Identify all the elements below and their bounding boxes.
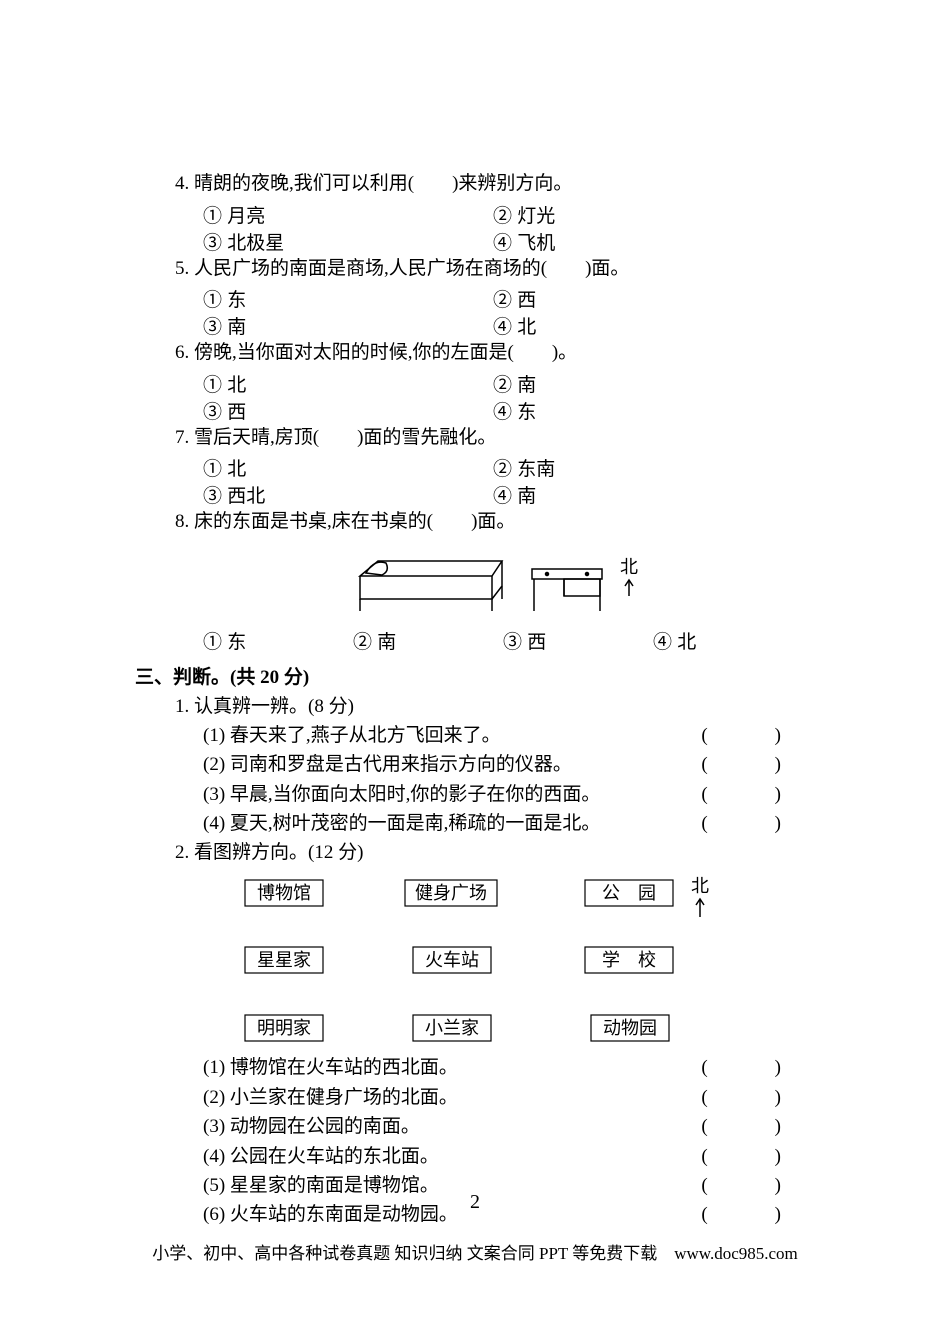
map-figure: 博物馆 健身广场 公 园 星星家 火车站 学 校 明明家 小兰家 动物园 xyxy=(235,875,685,1045)
q7-text: 7. 雪后天晴,房顶( )面的雪先融化。 xyxy=(175,427,496,448)
q7-options-row1: ① 北 ② 东南 xyxy=(203,454,805,481)
q6-opt-b: ② 南 xyxy=(493,375,536,396)
svg-text:公 园: 公 园 xyxy=(602,883,656,903)
q5-text: 5. 人民广场的南面是商场,人民广场在商场的( )面。 xyxy=(175,258,629,279)
q5-opt-c: ③ 南 xyxy=(203,317,246,338)
section-3-part1-header: 1. 认真辨一辨。(8 分) xyxy=(175,693,805,722)
map-tf-1: (1) 博物馆在火车站的西北面。 ( ) xyxy=(203,1053,805,1082)
q6-options-row1: ① 北 ② 南 xyxy=(203,370,805,397)
footer-text: 小学、初中、高中各种试卷真题 知识归纳 文案合同 PPT 等免费下载 www.d… xyxy=(0,1239,950,1264)
map-tf-3: (3) 动物园在公园的南面。 ( ) xyxy=(203,1112,805,1141)
q8-figure xyxy=(342,541,612,621)
section-3-header: 三、判断。(共 20 分) xyxy=(135,662,805,689)
svg-text:火车站: 火车站 xyxy=(425,950,479,970)
q8-compass: 北 xyxy=(620,558,638,603)
q5-opt-b: ② 西 xyxy=(493,290,536,311)
svg-text:动物园: 动物园 xyxy=(603,1018,657,1038)
q4-opt-a: ① 月亮 xyxy=(203,206,265,227)
paren: ( ) xyxy=(701,1112,805,1141)
question-6: 6. 傍晚,当你面对太阳的时候,你的左面是( )。 xyxy=(175,339,805,368)
q8-options: ① 东 ② 南 ③ 西 ④ 北 xyxy=(203,627,805,654)
tf-item-1: (1) 春天来了,燕子从北方飞回来了。 ( ) xyxy=(203,721,805,750)
section-3-part2-header: 2. 看图辨方向。(12 分) xyxy=(175,839,805,868)
map-compass-label: 北 xyxy=(691,876,709,896)
page-number: 2 xyxy=(0,1191,950,1214)
paren: ( ) xyxy=(701,1053,805,1082)
q4-opt-d: ④ 飞机 xyxy=(493,233,555,254)
arrow-up-icon xyxy=(622,578,636,598)
q5-options-row2: ③ 南 ④ 北 xyxy=(203,312,805,339)
map-figure-wrap: 博物馆 健身广场 公 园 星星家 火车站 学 校 明明家 小兰家 动物园 北 xyxy=(235,875,805,1045)
svg-text:博物馆: 博物馆 xyxy=(257,883,311,903)
arrow-up-icon xyxy=(693,897,707,919)
q8-figure-wrap: 北 xyxy=(175,541,805,621)
q8-opt-c: ③ 西 xyxy=(503,632,546,653)
q7-options-row2: ③ 西北 ④ 南 xyxy=(203,481,805,508)
svg-text:明明家: 明明家 xyxy=(257,1018,311,1038)
paren: ( ) xyxy=(701,721,805,750)
q6-options-row2: ③ 西 ④ 东 xyxy=(203,397,805,424)
tf3-text: (3) 早晨,当你面向太阳时,你的影子在你的西面。 xyxy=(203,780,600,809)
q4-options-row1: ① 月亮 ② 灯光 xyxy=(203,201,805,228)
q7-opt-b: ② 东南 xyxy=(493,459,555,480)
svg-text:学 校: 学 校 xyxy=(602,950,656,970)
q4-options-row2: ③ 北极星 ④ 飞机 xyxy=(203,228,805,255)
mtf4: (4) 公园在火车站的东北面。 xyxy=(203,1142,439,1171)
q6-opt-a: ① 北 xyxy=(203,375,246,396)
q8-compass-label: 北 xyxy=(620,557,638,577)
paren: ( ) xyxy=(701,750,805,779)
q5-opt-d: ④ 北 xyxy=(493,317,536,338)
q8-opt-b: ② 南 xyxy=(353,632,396,653)
q4-text: 4. 晴朗的夜晚,我们可以利用( )来辨别方向。 xyxy=(175,173,572,194)
map-tf-2: (2) 小兰家在健身广场的北面。 ( ) xyxy=(203,1083,805,1112)
q7-opt-d: ④ 南 xyxy=(493,486,536,507)
q6-opt-d: ④ 东 xyxy=(493,402,536,423)
q6-text: 6. 傍晚,当你面对太阳的时候,你的左面是( )。 xyxy=(175,342,577,363)
tf1-text: (1) 春天来了,燕子从北方飞回来了。 xyxy=(203,721,501,750)
paren: ( ) xyxy=(701,1083,805,1112)
question-5: 5. 人民广场的南面是商场,人民广场在商场的( )面。 xyxy=(175,255,805,284)
question-8: 8. 床的东面是书桌,床在书桌的( )面。 xyxy=(175,508,805,537)
q7-opt-c: ③ 西北 xyxy=(203,486,265,507)
svg-text:健身广场: 健身广场 xyxy=(415,883,487,903)
svg-text:星星家: 星星家 xyxy=(257,950,311,970)
mtf1: (1) 博物馆在火车站的西北面。 xyxy=(203,1053,458,1082)
q7-opt-a: ① 北 xyxy=(203,459,246,480)
q8-opt-d: ④ 北 xyxy=(653,632,696,653)
paren: ( ) xyxy=(701,809,805,838)
svg-text:小兰家: 小兰家 xyxy=(425,1018,479,1038)
q8-opt-a: ① 东 xyxy=(203,632,246,653)
q8-text: 8. 床的东面是书桌,床在书桌的( )面。 xyxy=(175,511,515,532)
paren: ( ) xyxy=(701,780,805,809)
map-compass: 北 xyxy=(691,877,709,924)
tf-item-2: (2) 司南和罗盘是古代用来指示方向的仪器。 ( ) xyxy=(203,750,805,779)
paren: ( ) xyxy=(701,1142,805,1171)
q4-opt-c: ③ 北极星 xyxy=(203,233,284,254)
q6-opt-c: ③ 西 xyxy=(203,402,246,423)
tf2-text: (2) 司南和罗盘是古代用来指示方向的仪器。 xyxy=(203,750,572,779)
q5-opt-a: ① 东 xyxy=(203,290,246,311)
tf-item-3: (3) 早晨,当你面向太阳时,你的影子在你的西面。 ( ) xyxy=(203,780,805,809)
question-7: 7. 雪后天晴,房顶( )面的雪先融化。 xyxy=(175,424,805,453)
mtf2: (2) 小兰家在健身广场的北面。 xyxy=(203,1083,458,1112)
mtf3: (3) 动物园在公园的南面。 xyxy=(203,1112,420,1141)
tf-item-4: (4) 夏天,树叶茂密的一面是南,稀疏的一面是北。 ( ) xyxy=(203,809,805,838)
tf4-text: (4) 夏天,树叶茂密的一面是南,稀疏的一面是北。 xyxy=(203,809,600,838)
q5-options-row1: ① 东 ② 西 xyxy=(203,285,805,312)
question-4: 4. 晴朗的夜晚,我们可以利用( )来辨别方向。 xyxy=(175,170,805,199)
map-tf-4: (4) 公园在火车站的东北面。 ( ) xyxy=(203,1142,805,1171)
q4-opt-b: ② 灯光 xyxy=(493,206,555,227)
